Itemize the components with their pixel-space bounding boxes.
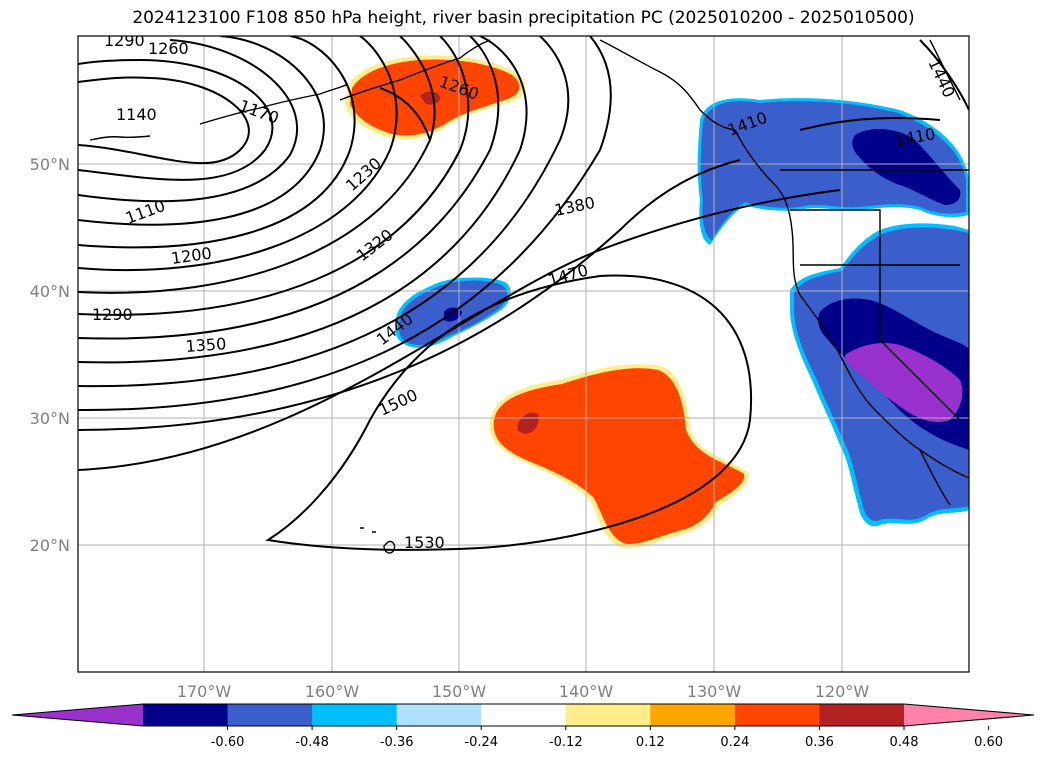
colorbar-tick-label: -0.24 — [464, 735, 498, 750]
colorbar-tick-label: 0.24 — [720, 735, 749, 750]
lon-tick-label: 140°W — [559, 682, 614, 701]
map-area: 1290 1260 1140 1170 1260 1110 1230 1200 … — [78, 31, 969, 672]
contour-label: 1350 — [185, 334, 227, 356]
lon-labels: 170°W 160°W 150°W 140°W 130°W 120°W — [177, 682, 870, 701]
lat-tick-label: 30°N — [30, 409, 70, 428]
lat-tick-label: 40°N — [30, 282, 70, 301]
contour-label: 1440 — [924, 56, 958, 101]
colorbar-tick-label: -0.12 — [549, 735, 583, 750]
colorbar-segment — [312, 704, 398, 726]
lon-tick-label: 120°W — [815, 682, 870, 701]
lat-tick-label: 20°N — [30, 536, 70, 555]
contour-label: 1380 — [553, 193, 597, 220]
contour-label: 1170 — [237, 96, 282, 128]
colorbar-segment — [734, 704, 820, 726]
colorbar-tick-label: 0.36 — [805, 735, 834, 750]
colorbar-segment — [481, 704, 567, 726]
colorbar-tick-label: 0.12 — [636, 735, 665, 750]
map-frame — [77, 35, 970, 673]
colorbar: -0.60 -0.48 -0.36 -0.24 -0.12 0.12 0.24 0.36 0.4… — [11, 703, 1035, 750]
colorbar-segment — [650, 704, 736, 726]
colorbar-segment — [565, 704, 651, 726]
gridlines — [78, 36, 969, 672]
lat-labels: 50°N 40°N 30°N 20°N — [30, 155, 70, 555]
lon-tick-label: 150°W — [432, 682, 487, 701]
contour-label: 1290 — [92, 305, 133, 324]
colorbar-extend-low — [12, 704, 143, 726]
colorbar-segment — [396, 704, 482, 726]
colorbar-tick-label: -0.36 — [380, 735, 414, 750]
lon-tick-label: 130°W — [687, 682, 742, 701]
colorbar-tick-label: -0.48 — [295, 735, 329, 750]
colorbar-tick-label: 0.48 — [890, 735, 919, 750]
lon-tick-label: 170°W — [177, 682, 232, 701]
map-title: 2024123100 F108 850 hPa height, river ba… — [132, 8, 915, 28]
contour-label: 1140 — [116, 105, 157, 124]
colorbar-segment — [143, 704, 229, 726]
colorbar-outline — [11, 703, 1035, 727]
colorbar-segment — [227, 704, 313, 726]
contour-label: 1260 — [148, 39, 189, 58]
contour-label: 1290 — [104, 31, 145, 50]
negative-anomaly-california — [790, 223, 969, 527]
contour-label: 1500 — [376, 385, 421, 419]
contour-label: 1530 — [404, 533, 445, 552]
contour-label: 1470 — [546, 260, 590, 289]
positive-anomaly-south — [489, 364, 749, 549]
colorbar-extend-high — [904, 704, 1034, 726]
colorbar-segment — [819, 704, 905, 726]
height-contours — [78, 36, 969, 551]
contour-label: 1320 — [353, 225, 397, 265]
colorbar-tick-label: -0.60 — [211, 735, 245, 750]
colorbar-tick-label: 0.60 — [974, 735, 1003, 750]
lon-tick-label: 160°W — [305, 682, 360, 701]
lat-tick-label: 50°N — [30, 155, 70, 174]
